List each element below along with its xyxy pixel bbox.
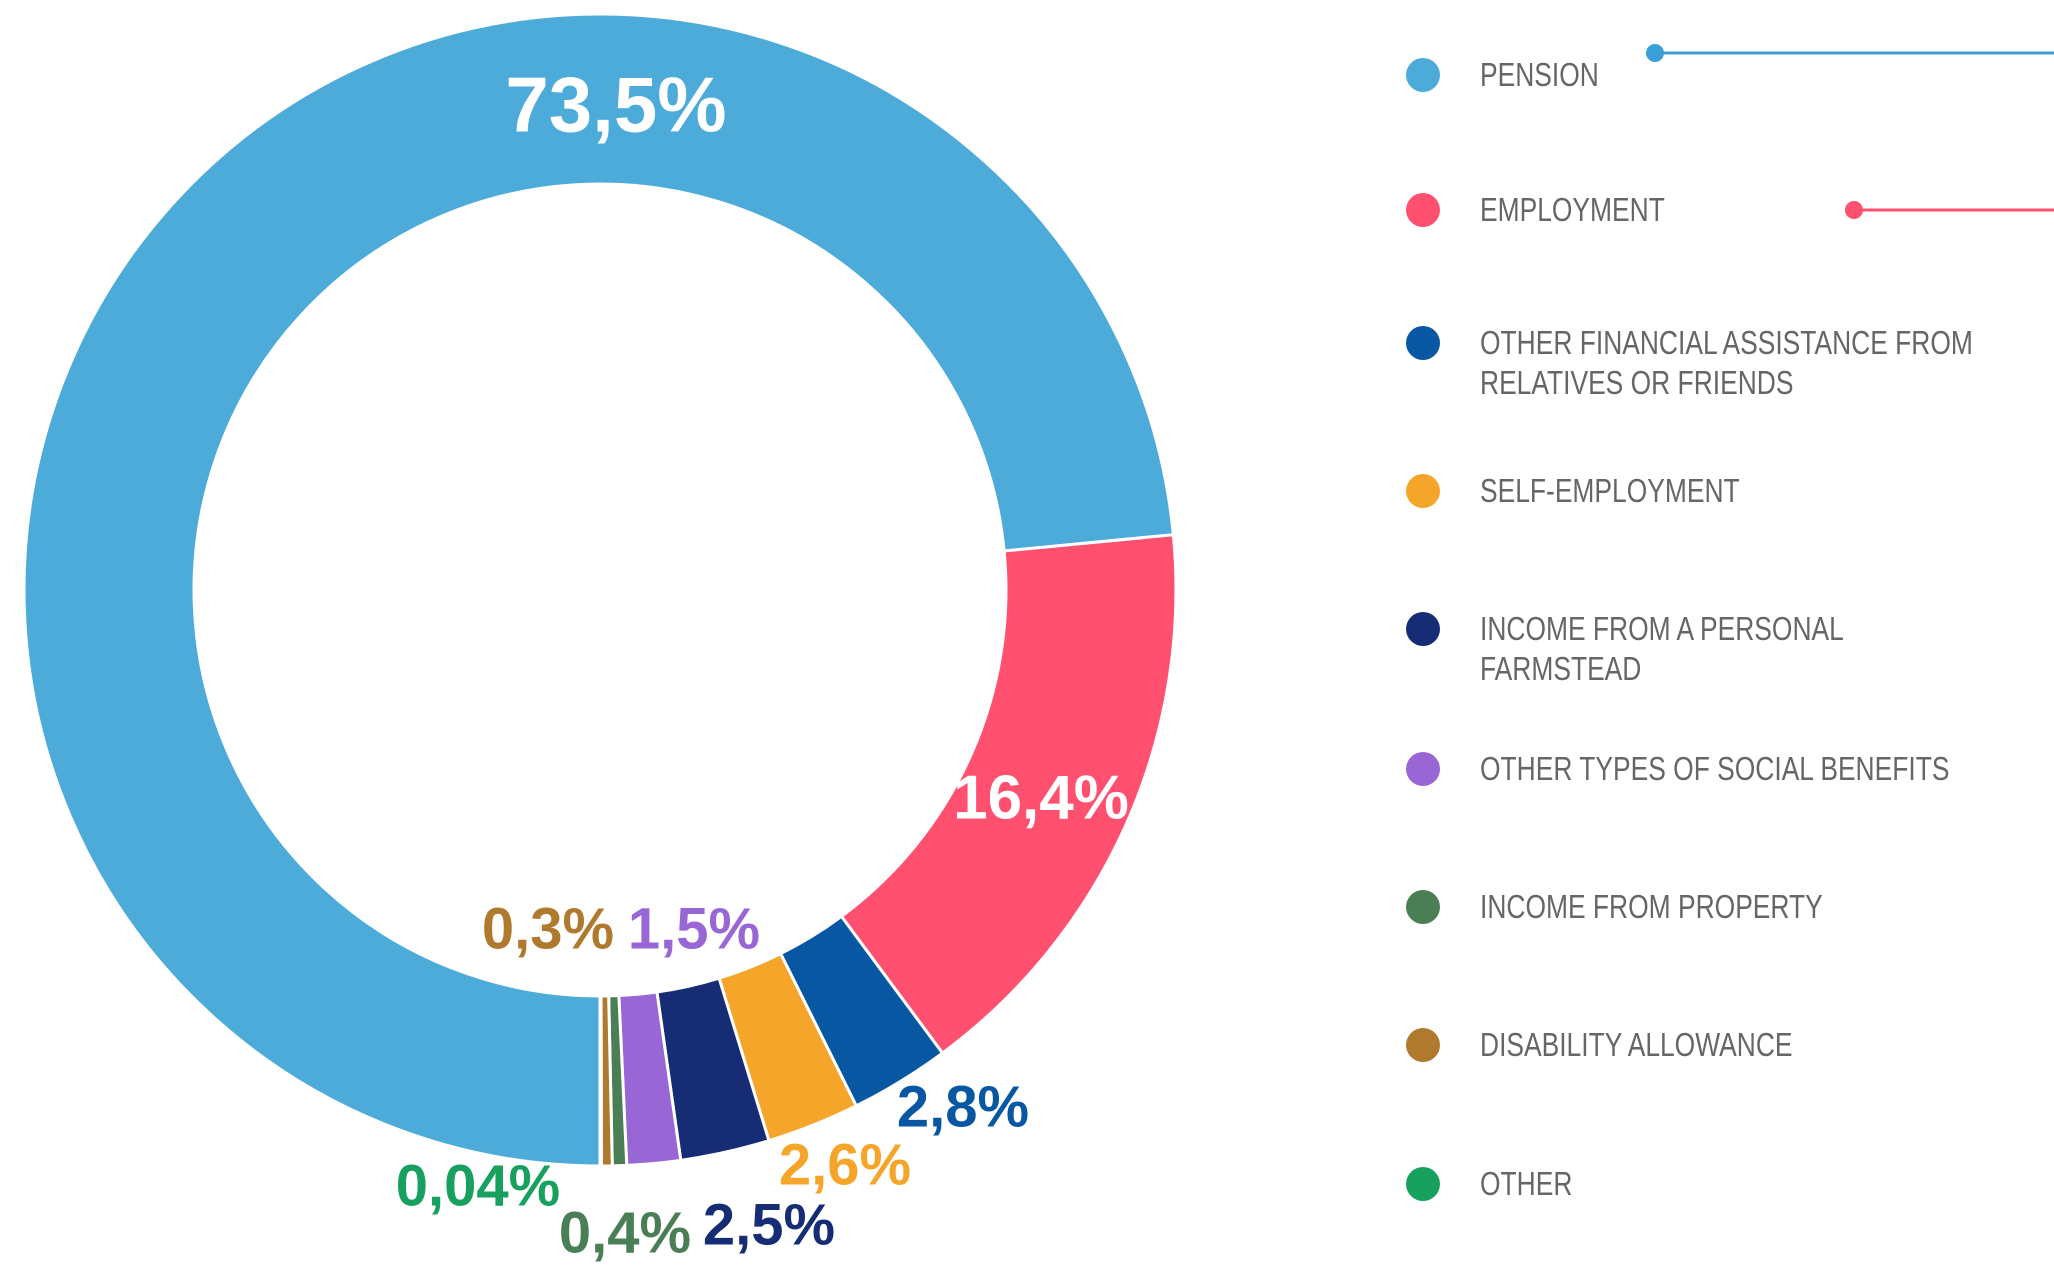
legend-marker [1406,890,1440,924]
legend-marker [1406,193,1440,227]
value-label: 2,5% [703,1192,835,1257]
value-label: 2,8% [897,1074,1029,1139]
value-label: 0,04% [396,1153,560,1218]
legend-marker [1406,326,1440,360]
legend-marker [1406,474,1440,508]
legend-marker [1406,58,1440,92]
legend-label: SELF-EMPLOYMENT [1480,472,1740,509]
connector-dot [1646,44,1664,62]
legend-label: OTHER FINANCIAL ASSISTANCE FROM RELATIVE… [1480,324,1973,401]
legend-label: INCOME FROM PROPERTY [1480,888,1823,925]
legend-label: EMPLOYMENT [1480,191,1665,228]
legend-label: PENSION [1480,56,1599,93]
value-label: 2,6% [779,1132,911,1197]
value-label: 0,4% [559,1200,691,1265]
value-label: 73,5% [505,61,726,149]
value-label: 0,3% [482,896,614,961]
donut [22,12,1178,1168]
legend-label: INCOME FROM A PERSONAL FARMSTEAD [1480,610,1843,687]
donut-slice [598,994,603,1168]
value-label: 16,4% [953,763,1129,832]
legend-marker [1406,1028,1440,1062]
legend-label: OTHER [1480,1165,1573,1202]
legend-marker [1406,752,1440,786]
legend-label: OTHER TYPES OF SOCIAL BENEFITS [1480,750,1950,787]
value-label: 1,5% [628,896,760,961]
value-labels: 73,5% 16,4% 2,8%2,6%2,5% 1,5% 0,4% 0,3% 0,04% [396,61,1129,1266]
legend-marker [1406,612,1440,646]
legend-marker [1406,1167,1440,1201]
legend-markers [1406,58,1440,1201]
donut-slice [839,533,1178,1056]
connector-dot [1845,201,1863,219]
donut-slice [22,12,1175,1168]
legend-label: DISABILITY ALLOWANCE [1480,1026,1793,1063]
